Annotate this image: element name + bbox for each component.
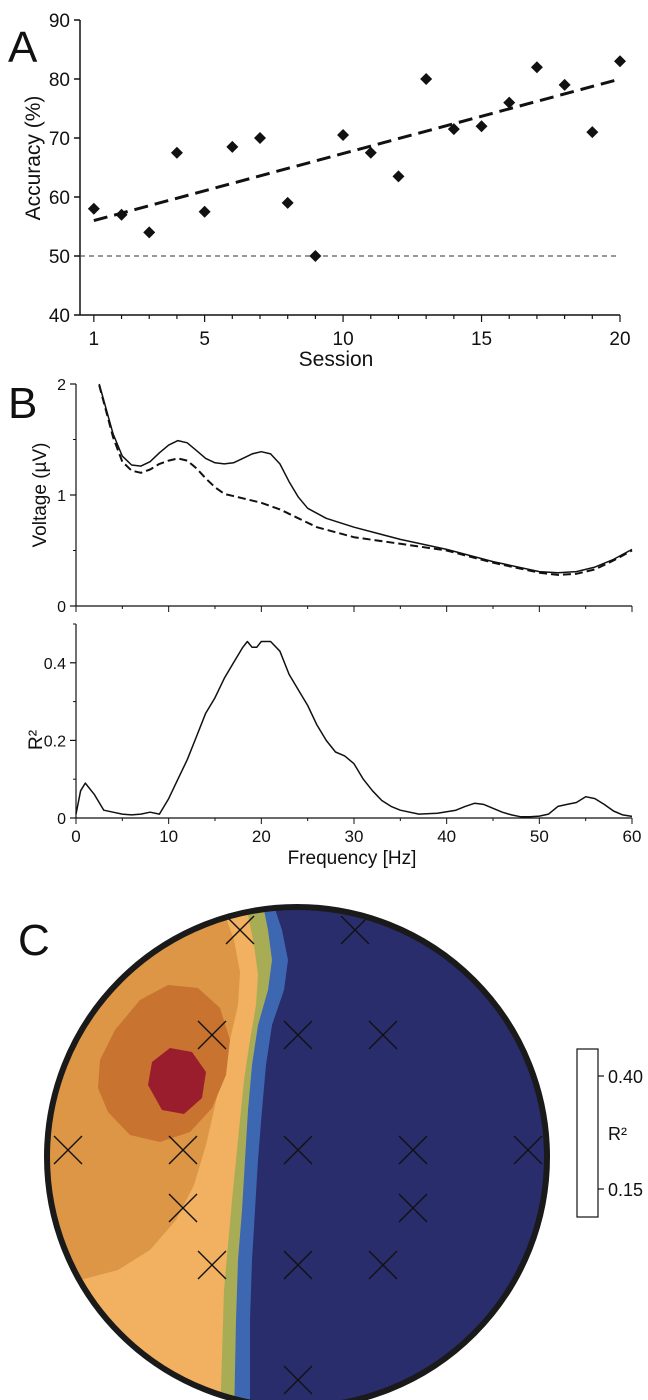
electrode-marker — [340, 915, 370, 945]
accuracy-x-tick-label: 15 — [471, 329, 492, 350]
accuracy-data-point — [309, 250, 322, 262]
electrode-marker — [283, 1365, 313, 1395]
accuracy-data-point — [170, 146, 183, 159]
frequency-x-tick-label: 30 — [345, 827, 364, 846]
electrode-marker — [398, 1135, 428, 1165]
accuracy-data-point — [475, 120, 488, 133]
r-squared-y-axis-label: R² — [26, 730, 47, 750]
voltage-spectrum-chart: 0 1 2 Voltage (µV) — [30, 377, 633, 616]
accuracy-y-axis-label: Accuracy (%) — [22, 96, 45, 221]
voltage-y-tick-label: 2 — [57, 377, 66, 394]
accuracy-y-tick-label: 70 — [49, 129, 70, 150]
accuracy-data-point — [558, 78, 571, 91]
accuracy-y-tick-label: 60 — [49, 188, 70, 209]
electrode-marker — [225, 915, 255, 945]
voltage-y-tick-label: 1 — [57, 488, 66, 505]
r-squared-y-tick-label: 0.2 — [44, 733, 66, 750]
colorbar-tick-label: 0.15 — [608, 1180, 643, 1200]
voltage-dashed-line — [98, 384, 633, 576]
accuracy-x-tick-label: 20 — [609, 329, 630, 350]
r-squared-y-tick-label: 0 — [57, 811, 66, 828]
accuracy-data-point — [364, 146, 377, 159]
scalp-topography-map — [44, 904, 550, 1400]
voltage-y-tick-label: 0 — [57, 599, 66, 616]
accuracy-data-point — [420, 73, 433, 85]
accuracy-data-point — [337, 129, 350, 142]
electrode-marker — [168, 1135, 198, 1165]
accuracy-y-tick-label: 40 — [49, 306, 70, 327]
accuracy-data-point — [447, 123, 460, 136]
electrode-marker — [197, 1250, 227, 1280]
electrode-marker — [168, 1193, 198, 1223]
frequency-x-tick-label: 50 — [530, 827, 549, 846]
frequency-x-tick-label: 0 — [71, 827, 80, 846]
voltage-y-axis-label: Voltage (µV) — [30, 443, 51, 548]
accuracy-data-point — [530, 61, 543, 74]
colorbar: 0.40 0.15 R² — [576, 1048, 643, 1218]
colorbar-frame — [576, 1048, 599, 1218]
accuracy-x-tick-label: 1 — [89, 329, 100, 350]
electrode-marker — [197, 1020, 227, 1050]
accuracy-data-point — [87, 202, 100, 215]
frequency-x-tick-label: 10 — [159, 827, 178, 846]
panel-label-a: A — [8, 23, 38, 72]
accuracy-trend-line — [93, 77, 621, 223]
accuracy-x-tick-label: 5 — [199, 329, 210, 350]
panel-label-c: C — [18, 916, 50, 965]
electrode-marker — [398, 1193, 428, 1223]
frequency-x-tick-label: 20 — [252, 827, 271, 846]
colorbar-label: R² — [608, 1124, 627, 1144]
electrode-markers — [53, 915, 543, 1395]
r-squared-line — [75, 640, 633, 818]
r-squared-y-tick-label: 0.4 — [44, 656, 66, 673]
electrode-marker — [283, 1135, 313, 1165]
accuracy-data-point — [281, 196, 294, 209]
electrode-marker — [368, 1250, 398, 1280]
accuracy-data-point — [586, 126, 599, 139]
accuracy-data-point — [614, 55, 626, 68]
topo-region-0.40 — [148, 1048, 206, 1114]
r-squared-spectrum-chart: 0 0.2 0.4 0 10 20 30 40 50 60 Frequency [Hz] R² — [26, 623, 642, 869]
accuracy-x-axis-label: Session — [299, 348, 374, 371]
colorbar-tick-label: 0.40 — [608, 1067, 643, 1087]
accuracy-data-point — [392, 170, 405, 183]
accuracy-data-point — [115, 208, 128, 221]
accuracy-y-tick-label: 80 — [49, 70, 70, 91]
electrode-marker — [53, 1135, 83, 1165]
frequency-x-axis-label: Frequency [Hz] — [288, 848, 417, 869]
panel-label-b: B — [8, 379, 37, 428]
accuracy-data-point — [198, 205, 211, 218]
electrode-marker — [283, 1250, 313, 1280]
electrode-marker — [513, 1135, 543, 1165]
accuracy-x-tick-label: 10 — [333, 329, 354, 350]
electrode-marker — [283, 1020, 313, 1050]
accuracy-y-tick-label: 50 — [49, 247, 70, 268]
accuracy-data-point — [254, 132, 266, 144]
head-outline — [44, 904, 550, 1400]
accuracy-y-tick-label: 90 — [49, 11, 70, 32]
voltage-solid-line — [98, 383, 633, 574]
frequency-x-tick-label: 40 — [437, 827, 456, 846]
electrode-marker — [368, 1020, 398, 1050]
accuracy-data-point — [143, 226, 156, 239]
frequency-x-tick-label: 60 — [623, 827, 642, 846]
accuracy-data-point — [226, 140, 239, 153]
accuracy-data-point — [503, 96, 516, 109]
